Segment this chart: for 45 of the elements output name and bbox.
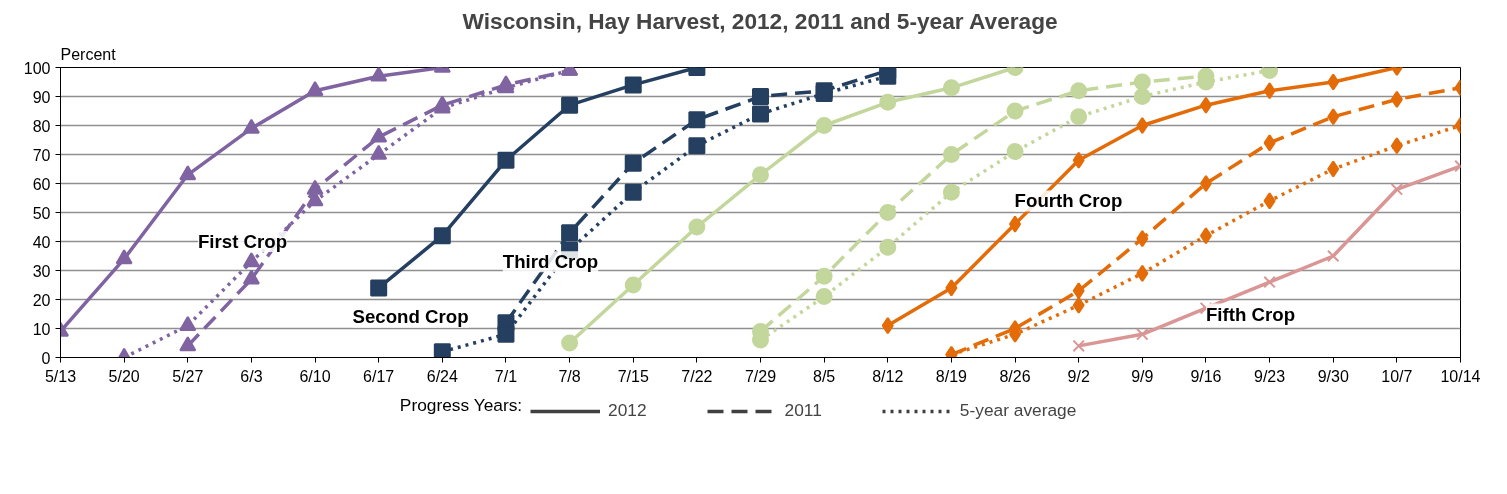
x-tick-label: 9/16: [1190, 367, 1222, 385]
x-tick-label: 7/15: [617, 367, 649, 385]
x-tick-label: 8/5: [813, 367, 836, 385]
y-tick-label: 40: [32, 233, 51, 251]
y-tick-label: 90: [32, 88, 51, 106]
chart-title: Wisconsin, Hay Harvest, 2012, 2011 and 5-year Average: [462, 7, 1058, 34]
y-tick-label: 60: [32, 175, 51, 193]
x-tick-label: 5/27: [172, 367, 204, 385]
x-tick-label: 9/2: [1067, 367, 1090, 385]
x-tick-label: 8/26: [999, 367, 1031, 385]
x-tick-label: 5/13: [44, 367, 77, 385]
text: 2012: [608, 400, 647, 421]
annotation: Third Crop: [502, 251, 599, 273]
x-tick-label: 6/10: [299, 367, 331, 385]
y-tick-label: 10: [32, 320, 51, 338]
x-tick-label: 8/19: [935, 367, 968, 385]
x-tick-label: 9/9: [1131, 367, 1154, 385]
x-tick-label: 9/30: [1317, 367, 1349, 385]
x-tick-label: 8/12: [872, 367, 904, 385]
x-tick-label: 7/1: [494, 367, 518, 385]
y-axis-title: Percent: [60, 45, 117, 63]
annotation: Second Crop: [352, 306, 469, 328]
y-tick-label: 80: [32, 117, 51, 135]
x-tick-label: 6/17: [363, 367, 395, 385]
y-tick-label: 0: [41, 349, 51, 367]
x-tick-label: 10/14: [1440, 367, 1481, 385]
x-tick-label: 7/8: [558, 367, 581, 385]
x-tick-label: 10/7: [1381, 367, 1413, 385]
x-tick-label: 6/3: [240, 367, 263, 385]
annotation: Fifth Crop: [1205, 303, 1296, 325]
x-tick-label: 7/22: [681, 367, 713, 385]
annotation: Fourth Crop: [1014, 190, 1123, 212]
x-tick-label: 5/20: [108, 367, 140, 385]
annotation: First Crop: [197, 231, 288, 252]
y-tick-label: 30: [32, 262, 51, 280]
y-tick-label: 100: [23, 59, 51, 77]
x-tick-label: 7/29: [744, 367, 777, 385]
legend-title: Progress Years:: [399, 394, 523, 415]
y-tick-label: 50: [32, 204, 51, 222]
x-tick-label: 6/24: [426, 367, 458, 385]
text: 5-year average: [959, 400, 1077, 421]
y-tick-label: 70: [32, 146, 51, 164]
x-tick-label: 9/23: [1254, 367, 1286, 385]
y-tick-label: 20: [32, 291, 51, 309]
text: 2011: [784, 400, 822, 421]
